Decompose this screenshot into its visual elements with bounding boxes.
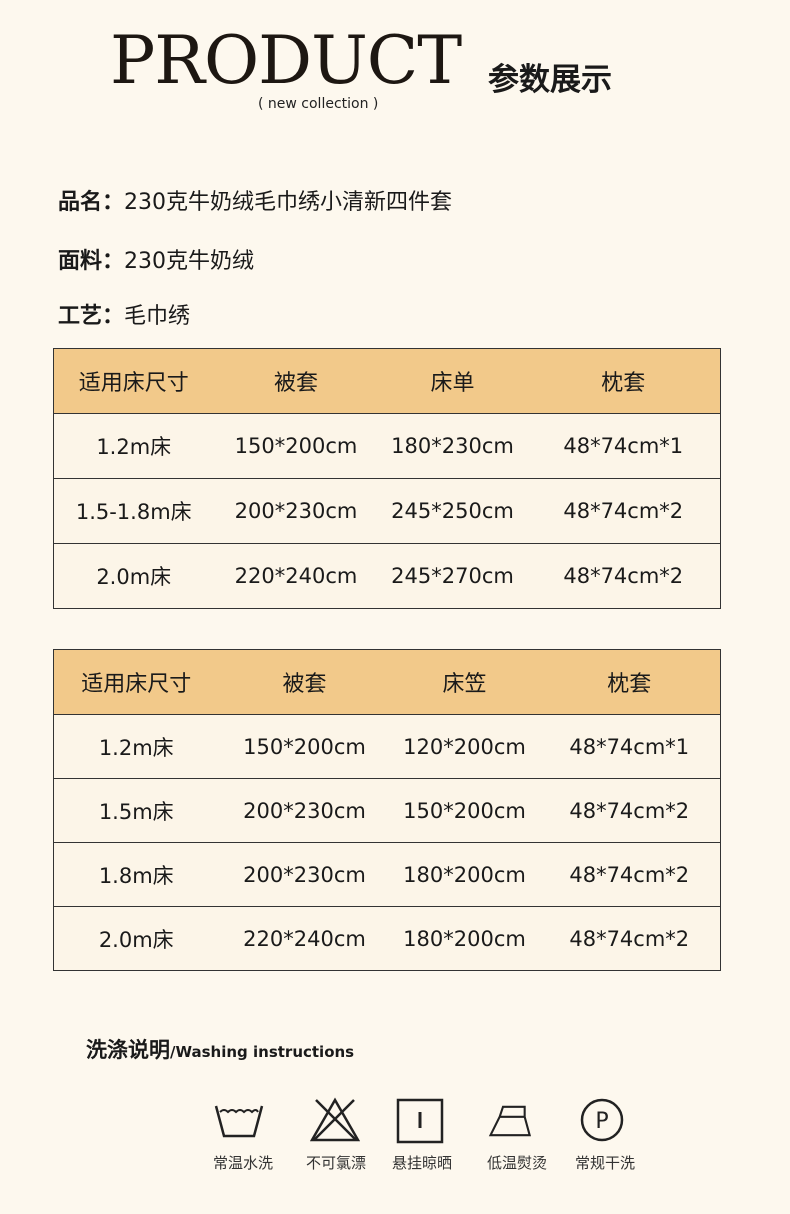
table-row: 2.0m床 220*240cm 245*270cm 48*74cm*2 [53,543,721,609]
column-header: 床单 [378,348,527,414]
washing-title-cn: 洗涤说明 [86,1038,170,1062]
page-title: 参数展示 [488,62,612,98]
table-cell: 48*74cm*2 [526,478,721,544]
table-cell: 1.2m床 [53,714,219,779]
column-header: 被套 [213,348,379,414]
column-header: 枕套 [526,348,721,414]
table-cell: 200*230cm [218,778,391,843]
table-cell: 1.5m床 [53,778,219,843]
column-header: 适用床尺寸 [53,649,219,715]
svg-text:P: P [595,1109,608,1134]
table-cell: 180*200cm [390,906,539,971]
table-cell: 200*230cm [218,842,391,907]
table-cell: 2.0m床 [53,543,214,609]
info-label: 品名： [58,190,125,215]
hang-dry-icon [396,1098,444,1144]
table-cell: 1.5-1.8m床 [53,478,214,544]
table-row: 1.8m床 200*230cm 180*200cm 48*74cm*2 [53,842,721,907]
washing-title-en: /Washing instructions [170,1043,355,1061]
table-cell: 180*200cm [390,842,539,907]
info-fabric: 面料：230克牛奶绒 [58,243,254,275]
info-value: 230克牛奶绒毛巾绣小清新四件套 [124,190,453,215]
info-label: 面料： [58,249,125,274]
washing-title: 洗涤说明/Washing instructions [86,1034,354,1064]
info-value: 230克牛奶绒 [124,249,255,274]
table-cell: 150*200cm [218,714,391,779]
table-header-row: 适用床尺寸 被套 床单 枕套 [53,348,721,414]
table-cell: 220*240cm [213,543,379,609]
size-table-fitted: 适用床尺寸 被套 床笠 枕套 1.2m床 150*200cm 120*200cm 48*74c… [53,649,721,971]
table-cell: 48*74cm*2 [526,543,721,609]
table-cell: 150*200cm [213,413,379,479]
wash-label: 低温熨烫 [486,1154,547,1172]
table-cell: 1.8m床 [53,842,219,907]
table-row: 1.5m床 200*230cm 150*200cm 48*74cm*2 [53,778,721,843]
wash-label: 常规干洗 [574,1154,635,1172]
table-cell: 180*230cm [378,413,527,479]
column-header: 枕套 [538,649,721,715]
table-cell: 48*74cm*2 [538,842,721,907]
table-cell: 48*74cm*2 [538,906,721,971]
table-cell: 48*74cm*1 [526,413,721,479]
table-cell: 120*200cm [390,714,539,779]
no-bleach-icon [310,1097,360,1142]
table-cell: 220*240cm [218,906,391,971]
table-header-row: 适用床尺寸 被套 床笠 枕套 [53,649,721,715]
table-cell: 48*74cm*2 [538,778,721,843]
iron-low-icon [488,1105,532,1137]
info-value: 毛巾绣 [124,304,191,329]
table-cell: 150*200cm [390,778,539,843]
subtitle: ( new collection ) [258,96,379,112]
column-header: 被套 [218,649,391,715]
table-cell: 200*230cm [213,478,379,544]
info-name: 品名：230克牛奶绒毛巾绣小清新四件套 [58,184,452,216]
brand-title: PRODUCT [110,22,462,99]
table-row: 1.5-1.8m床 200*230cm 245*250cm 48*74cm*2 [53,478,721,544]
table-cell: 2.0m床 [53,906,219,971]
table-row: 1.2m床 150*200cm 180*230cm 48*74cm*1 [53,413,721,479]
wash-label: 常温水洗 [212,1154,273,1172]
table-cell: 1.2m床 [53,413,214,479]
wash-label: 不可氯漂 [305,1154,366,1172]
size-table-sheet: 适用床尺寸 被套 床单 枕套 1.2m床 150*200cm 180*230cm 48*74c… [53,348,721,609]
wash-label: 悬挂晾晒 [391,1154,452,1172]
table-cell: 245*250cm [378,478,527,544]
table-row: 1.2m床 150*200cm 120*200cm 48*74cm*1 [53,714,721,779]
table-cell: 245*270cm [378,543,527,609]
dry-clean-p-icon: P [580,1098,624,1142]
table-cell: 48*74cm*1 [538,714,721,779]
column-header: 床笠 [390,649,539,715]
info-label: 工艺： [58,304,125,329]
table-row: 2.0m床 220*240cm 180*200cm 48*74cm*2 [53,906,721,971]
wash-tub-icon [214,1105,264,1138]
info-craft: 工艺：毛巾绣 [58,298,190,330]
column-header: 适用床尺寸 [53,348,214,414]
